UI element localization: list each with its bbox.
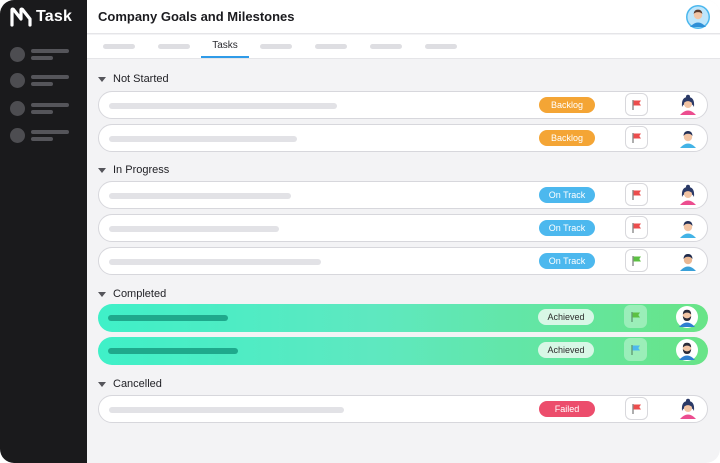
sidebar-item[interactable] — [10, 101, 69, 116]
group-header-cancelled[interactable]: Cancelled — [98, 378, 162, 390]
priority-flag-button[interactable] — [625, 216, 648, 239]
task-title-placeholder — [108, 315, 228, 321]
status-badge[interactable]: On Track — [539, 220, 595, 236]
brand[interactable]: Task — [10, 6, 72, 28]
task-row[interactable]: Backlog — [98, 91, 708, 119]
tab-tasks[interactable]: Tasks — [212, 40, 238, 51]
tab-placeholder[interactable] — [103, 44, 135, 49]
sidebar-item-label-placeholder — [31, 75, 69, 86]
task-row[interactable]: Achieved — [98, 337, 708, 365]
sidebar-item-label-placeholder — [31, 103, 69, 114]
status-badge[interactable]: On Track — [539, 253, 595, 269]
tab-placeholder[interactable] — [370, 44, 402, 49]
status-badge[interactable]: Backlog — [539, 97, 595, 113]
sidebar-item-icon — [10, 73, 25, 88]
task-title-placeholder — [109, 407, 344, 413]
task-title-placeholder — [108, 348, 238, 354]
bearded-man-avatar-icon[interactable] — [676, 306, 698, 328]
n-logo-icon — [10, 7, 32, 27]
priority-flag-button[interactable] — [624, 338, 647, 361]
woman-avatar-icon[interactable] — [677, 184, 699, 206]
tab-placeholder[interactable] — [260, 44, 292, 49]
tab-placeholder[interactable] — [315, 44, 347, 49]
status-badge[interactable]: Failed — [539, 401, 595, 417]
task-row[interactable]: On Track — [98, 247, 708, 275]
priority-flag-button[interactable] — [625, 126, 648, 149]
priority-flag-button[interactable] — [625, 249, 648, 272]
tab-placeholder[interactable] — [425, 44, 457, 49]
flag-icon — [630, 344, 640, 355]
bearded-man-avatar-icon[interactable] — [676, 339, 698, 361]
flag-icon — [630, 311, 640, 322]
tab-placeholder[interactable] — [158, 44, 190, 49]
task-title-placeholder — [109, 259, 321, 265]
user-avatar-icon[interactable] — [686, 5, 710, 29]
caret-down-icon — [98, 291, 106, 297]
task-title-placeholder — [109, 193, 291, 199]
group-label: Not Started — [113, 73, 169, 85]
priority-flag-button[interactable] — [624, 305, 647, 328]
sidebar-item[interactable] — [10, 73, 69, 88]
sidebar-item-icon — [10, 101, 25, 116]
task-title-placeholder — [109, 103, 337, 109]
status-badge[interactable]: Backlog — [539, 130, 595, 146]
sidebar-item-label-placeholder — [31, 49, 69, 60]
flag-icon — [631, 403, 641, 414]
task-title-placeholder — [109, 226, 279, 232]
sidebar-item-label-placeholder — [31, 130, 69, 141]
caret-down-icon — [98, 76, 106, 82]
sidebar-item-icon — [10, 128, 25, 143]
flag-icon — [631, 222, 641, 233]
man-avatar-icon[interactable] — [677, 217, 699, 239]
priority-flag-button[interactable] — [625, 93, 648, 116]
group-header-in-progress[interactable]: In Progress — [98, 164, 169, 176]
app-name: Task — [36, 8, 73, 25]
priority-flag-button[interactable] — [625, 183, 648, 206]
task-row[interactable]: On Track — [98, 181, 708, 209]
caret-down-icon — [98, 381, 106, 387]
sidebar-item[interactable] — [10, 47, 69, 62]
task-row[interactable]: Achieved — [98, 304, 708, 332]
status-badge[interactable]: On Track — [539, 187, 595, 203]
man-avatar-icon[interactable] — [677, 127, 699, 149]
status-badge[interactable]: Achieved — [538, 309, 594, 325]
flag-icon — [631, 189, 641, 200]
tab-bar: Tasks — [87, 35, 720, 59]
group-label: In Progress — [113, 164, 170, 176]
group-label: Completed — [113, 288, 167, 300]
group-header-completed[interactable]: Completed — [98, 288, 166, 300]
woman-avatar-icon[interactable] — [677, 94, 699, 116]
sidebar-item-icon — [10, 47, 25, 62]
tab-active-indicator — [201, 56, 249, 58]
task-row[interactable]: Failed — [98, 395, 708, 423]
sidebar: Task — [0, 0, 87, 463]
woman-avatar-icon[interactable] — [677, 398, 699, 420]
status-badge[interactable]: Achieved — [538, 342, 594, 358]
priority-flag-button[interactable] — [625, 397, 648, 420]
flag-icon — [631, 255, 641, 266]
sidebar-item[interactable] — [10, 128, 69, 143]
man-avatar-icon[interactable] — [677, 250, 699, 272]
header: Company Goals and Milestones — [87, 0, 720, 34]
flag-icon — [631, 132, 641, 143]
group-header-not-started[interactable]: Not Started — [98, 73, 169, 85]
caret-down-icon — [98, 167, 106, 173]
task-row[interactable]: Backlog — [98, 124, 708, 152]
page-title: Company Goals and Milestones — [98, 9, 295, 24]
flag-icon — [631, 99, 641, 110]
group-label: Cancelled — [113, 378, 162, 390]
task-title-placeholder — [109, 136, 297, 142]
task-row[interactable]: On Track — [98, 214, 708, 242]
